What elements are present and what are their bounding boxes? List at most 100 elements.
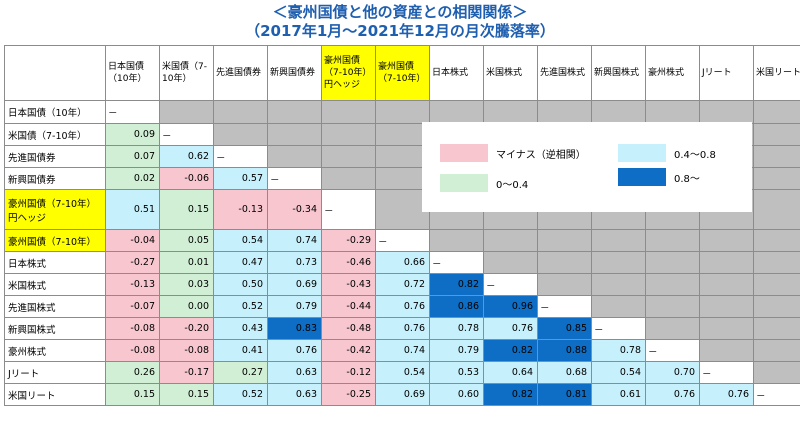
correlation-cell: -0.48 <box>321 317 376 340</box>
correlation-cell: 0.76 <box>267 339 322 362</box>
correlation-cell: -0.42 <box>321 339 376 362</box>
correlation-cell: 0.26 <box>105 361 160 384</box>
empty-cell <box>483 229 538 252</box>
diagonal-cell: － <box>375 229 430 252</box>
correlation-cell: 0.86 <box>429 295 484 318</box>
empty-cell <box>753 339 800 362</box>
correlation-cell: -0.04 <box>105 229 160 252</box>
correlation-cell: 0.54 <box>591 361 646 384</box>
empty-cell <box>267 100 322 124</box>
empty-cell <box>645 229 700 252</box>
diagonal-cell: － <box>267 167 322 190</box>
correlation-cell: -0.27 <box>105 251 160 274</box>
table-row: 米国株式 -0.13 0.03 0.50 0.69 -0.43 0.72 0.82 － <box>4 273 800 296</box>
correlation-cell: 0.78 <box>429 317 484 340</box>
column-header: 日本国債（10年） <box>105 45 160 101</box>
empty-cell <box>699 273 754 296</box>
legend: マイナス（逆相関） 0.4～0.8 0～0.4 0.8～ <box>422 122 752 212</box>
correlation-cell: 0.82 <box>483 339 538 362</box>
empty-cell <box>753 295 800 318</box>
column-header: 米国リート <box>753 45 800 101</box>
table-row: 新興国株式 -0.08 -0.20 0.43 0.83 -0.48 0.76 0.78 0.76… <box>4 317 800 340</box>
table-row: 日本株式 -0.27 0.01 0.47 0.73 -0.46 0.66 － <box>4 251 800 274</box>
legend-label-negative: マイナス（逆相関） <box>496 149 586 161</box>
column-header: 先進国債券 <box>213 45 268 101</box>
column-header: 米国株式 <box>483 45 538 101</box>
column-header: Jリート <box>699 45 754 101</box>
correlation-cell: 0.53 <box>429 361 484 384</box>
empty-cell <box>321 167 376 190</box>
diagonal-cell: － <box>483 273 538 296</box>
correlation-cell: -0.20 <box>159 317 214 340</box>
table-row: 豪州株式 -0.08 -0.08 0.41 0.76 -0.42 0.74 0.79 0.82 0… <box>4 339 800 362</box>
correlation-cell: 0.74 <box>375 339 430 362</box>
correlation-cell: 0.78 <box>591 339 646 362</box>
correlation-cell: -0.08 <box>105 317 160 340</box>
correlation-cell: 0.79 <box>267 295 322 318</box>
correlation-cell: -0.43 <box>321 273 376 296</box>
empty-cell <box>753 317 800 340</box>
empty-cell <box>645 251 700 274</box>
table-row: 先進国株式 -0.07 0.00 0.52 0.79 -0.44 0.76 0.86 0.96 － <box>4 295 800 318</box>
correlation-cell: 0.76 <box>375 295 430 318</box>
correlation-cell: -0.13 <box>213 189 268 230</box>
diagonal-cell: － <box>699 361 754 384</box>
table-row: 豪州国債（7-10年） -0.04 0.05 0.54 0.74 -0.29 － <box>4 229 800 252</box>
correlation-cell: 0.47 <box>213 251 268 274</box>
correlation-cell: 0.54 <box>375 361 430 384</box>
row-header: 米国債（7-10年） <box>4 123 106 146</box>
correlation-cell: 0.82 <box>429 273 484 296</box>
correlation-cell: 0.57 <box>213 167 268 190</box>
correlation-cell: 0.83 <box>267 317 322 340</box>
empty-cell <box>375 167 430 190</box>
correlation-cell: 0.63 <box>267 383 322 406</box>
column-header: 豪州株式 <box>645 45 700 101</box>
row-header: Jリート <box>4 361 106 384</box>
correlation-cell: 0.52 <box>213 383 268 406</box>
empty-cell <box>645 273 700 296</box>
correlation-cell: 0.27 <box>213 361 268 384</box>
row-header: 豪州国債（7-10年） <box>4 229 106 252</box>
correlation-cell: 0.96 <box>483 295 538 318</box>
correlation-cell: 0.03 <box>159 273 214 296</box>
correlation-cell: 0.02 <box>105 167 160 190</box>
empty-cell <box>699 295 754 318</box>
correlation-cell: 0.79 <box>429 339 484 362</box>
legend-item-negative: マイナス（逆相関） <box>440 144 586 162</box>
correlation-cell: 0.60 <box>429 383 484 406</box>
correlation-cell: 0.68 <box>537 361 592 384</box>
empty-cell <box>537 100 592 124</box>
correlation-cell: -0.06 <box>159 167 214 190</box>
table-row: Jリート 0.26 -0.17 0.27 0.63 -0.12 0.54 0.53 0.64 0.… <box>4 361 800 384</box>
correlation-cell: 0.15 <box>105 383 160 406</box>
empty-cell <box>213 100 268 124</box>
empty-cell <box>753 123 800 146</box>
correlation-cell: 0.51 <box>105 189 160 230</box>
empty-cell <box>483 251 538 274</box>
empty-cell <box>213 123 268 146</box>
empty-cell <box>375 189 430 230</box>
correlation-cell: 0.41 <box>213 339 268 362</box>
correlation-cell: -0.12 <box>321 361 376 384</box>
correlation-cell: 0.72 <box>375 273 430 296</box>
correlation-cell: 0.64 <box>483 361 538 384</box>
correlation-cell: 0.81 <box>537 383 592 406</box>
row-header: 豪州国債（7-10年）円ヘッジ <box>4 189 106 230</box>
correlation-cell: 0.85 <box>537 317 592 340</box>
diagonal-cell: － <box>429 251 484 274</box>
empty-cell <box>753 167 800 190</box>
diagonal-cell: － <box>105 100 160 124</box>
correlation-cell: 0.69 <box>375 383 430 406</box>
legend-item-high: 0.8～ <box>618 168 700 186</box>
legend-swatch-negative <box>440 144 488 162</box>
correlation-cell: -0.08 <box>159 339 214 362</box>
empty-cell <box>591 273 646 296</box>
correlation-cell: -0.25 <box>321 383 376 406</box>
column-header: 日本株式 <box>429 45 484 101</box>
row-header: 米国リート <box>4 383 106 406</box>
empty-cell <box>429 229 484 252</box>
legend-label-high: 0.8～ <box>674 173 700 185</box>
empty-cell <box>429 100 484 124</box>
column-header: 先進国株式 <box>537 45 592 101</box>
column-header: 新興国債券 <box>267 45 322 101</box>
